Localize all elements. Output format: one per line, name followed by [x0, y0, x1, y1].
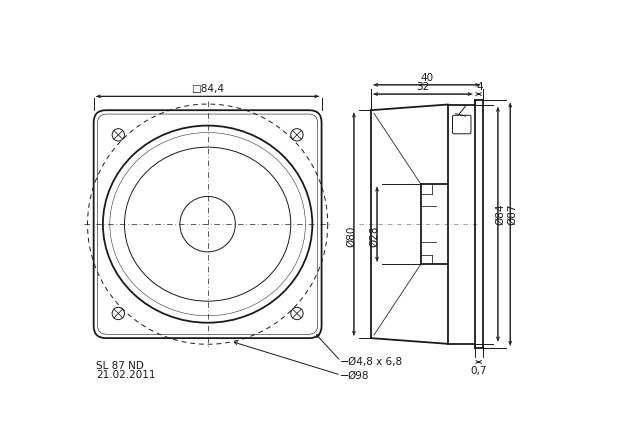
- Text: Ø87: Ø87: [507, 203, 518, 225]
- Text: Ø28: Ø28: [370, 225, 380, 246]
- Text: SL 87 ND: SL 87 ND: [96, 360, 144, 370]
- Text: 4: 4: [477, 82, 484, 92]
- Text: 0,7: 0,7: [470, 365, 487, 375]
- Text: Ø80: Ø80: [346, 225, 357, 246]
- Text: 21.02.2011: 21.02.2011: [96, 369, 155, 379]
- Text: Ø98: Ø98: [348, 370, 369, 380]
- Text: Ø84: Ø84: [495, 203, 506, 225]
- Text: Ø4,8 x 6,8: Ø4,8 x 6,8: [348, 357, 402, 366]
- Text: 32: 32: [416, 82, 430, 92]
- Text: 40: 40: [420, 73, 433, 82]
- Text: □84,4: □84,4: [191, 84, 224, 94]
